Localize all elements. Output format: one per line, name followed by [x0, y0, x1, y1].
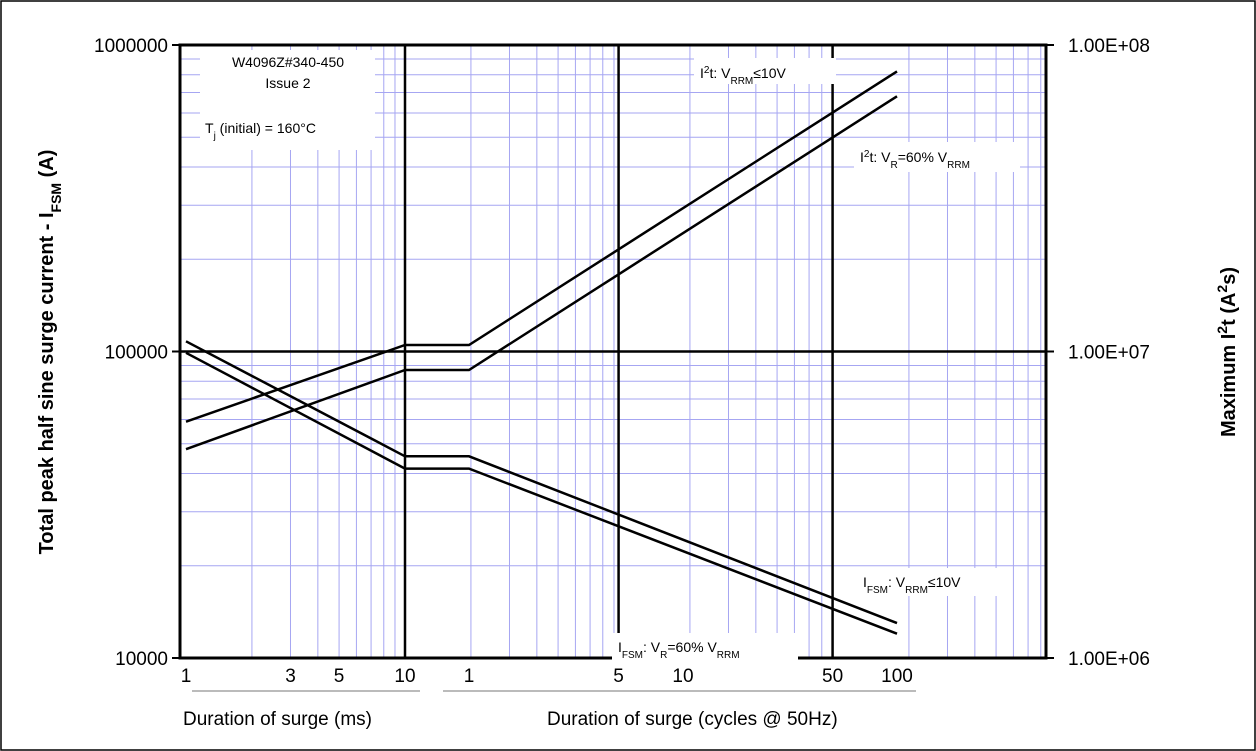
lbl1-p3: R [890, 160, 897, 171]
lbl1-p4: =60% V [898, 149, 948, 165]
tj-label: Tj (initial) = 160°C [205, 120, 316, 142]
tj-rest: (initial) = 160°C [216, 120, 316, 136]
y-right-label-unit: t (A [1218, 293, 1240, 326]
issue-label: Issue 2 [265, 75, 310, 91]
x-ms-tick-label: 5 [334, 666, 345, 687]
y-right-label-end: s) [1218, 267, 1240, 285]
x-cycles-tick-label: 1 [464, 666, 475, 687]
lbl3-p2: : V [643, 639, 661, 655]
lbl0-p2: t: V [709, 65, 731, 81]
x-ms-tick-label: 1 [181, 666, 192, 687]
x-cycles-tick-label: 10 [672, 666, 693, 687]
x-cycles-axis-label: Duration of surge (cycles @ 50Hz) [547, 709, 838, 730]
y-left-tick-label: 100000 [105, 343, 168, 364]
lbl1-p2: t: V [869, 149, 891, 165]
lbl2-p2: : V [888, 574, 906, 590]
label-bg-ifsm-60 [612, 633, 798, 661]
x-ms-axis-label: Duration of surge (ms) [183, 709, 372, 730]
part-number-label: W4096Z#340-450 [232, 54, 344, 70]
lbl3-p1: FSM [622, 650, 643, 661]
lbl1-p1: 2 [864, 149, 870, 160]
y-right-label-sup: 2 [1214, 326, 1230, 334]
label-bg-i2t-60 [854, 142, 1020, 172]
label-bg-i2t-10v [694, 58, 836, 84]
lbl0-p1: 2 [704, 65, 710, 76]
lbl0-p3: RRM [730, 76, 753, 87]
series-line-2 [185, 340, 898, 625]
x-ms-tick-label: 3 [285, 666, 296, 687]
tj-main: T [205, 120, 214, 136]
label-bg-ifsm-10v [857, 568, 1009, 596]
lbl2-p1: FSM [867, 585, 888, 596]
lbl2-p0: I [863, 574, 867, 590]
x-cycles-tick-label: 50 [822, 666, 843, 687]
series-label-ifsm-60: IFSM: VR=60% VRRM [618, 639, 740, 661]
y-right-tick-label: 1.00E+08 [1068, 36, 1150, 57]
x-ms-tick-label: 10 [394, 666, 415, 687]
y-left-tick-label: 1000000 [94, 36, 168, 57]
series-label-ifsm-10v: IFSM: VRRM≤10V [863, 574, 961, 596]
y-left-label-unit: (A) [36, 150, 58, 183]
y-left-label-sub: FSM [48, 183, 64, 213]
y-right-tick-label: 1.00E+06 [1068, 649, 1150, 670]
series-label-i2t-60: I2t: VR=60% VRRM [860, 149, 970, 171]
lbl1-p0: I [860, 149, 864, 165]
tj-sub: j [213, 131, 216, 142]
series-lines [185, 70, 898, 635]
y-right-axis-label: Maximum I2t (A2s) [1214, 267, 1240, 437]
lbl3-p4: =60% V [667, 639, 717, 655]
x-cycles-tick-label: 5 [613, 666, 624, 687]
info-box-bg [200, 50, 375, 150]
lbl3-p5: RRM [717, 650, 740, 661]
lbl0-p0: I [700, 65, 704, 81]
y-left-tick-label: 10000 [115, 649, 168, 670]
lbl3-p0: I [618, 639, 622, 655]
lbl1-p5: RRM [947, 160, 970, 171]
lbl2-p3: RRM [905, 585, 928, 596]
y-right-label-sup2: 2 [1214, 285, 1230, 293]
series-label-i2t-10v: I2t: VRRM≤10V [700, 65, 787, 87]
lbl0-p4: ≤10V [753, 65, 786, 81]
series-line-0 [185, 70, 898, 423]
y-right-label-main: Maximum I [1218, 334, 1240, 437]
x-cycles-tick-label: 100 [881, 666, 913, 687]
y-left-label-main: Total peak half sine surge current - I [36, 212, 58, 554]
y-left-axis-label: Total peak half sine surge current - IFS… [36, 150, 64, 555]
lbl2-p4: ≤10V [928, 574, 961, 590]
lbl3-p3: R [660, 650, 667, 661]
series-line-3 [185, 351, 898, 635]
tick-labels: 1000000 100000 10000 1.00E+08 1.00E+07 1.00E+… [94, 36, 1150, 687]
y-right-tick-label: 1.00E+07 [1068, 343, 1150, 364]
